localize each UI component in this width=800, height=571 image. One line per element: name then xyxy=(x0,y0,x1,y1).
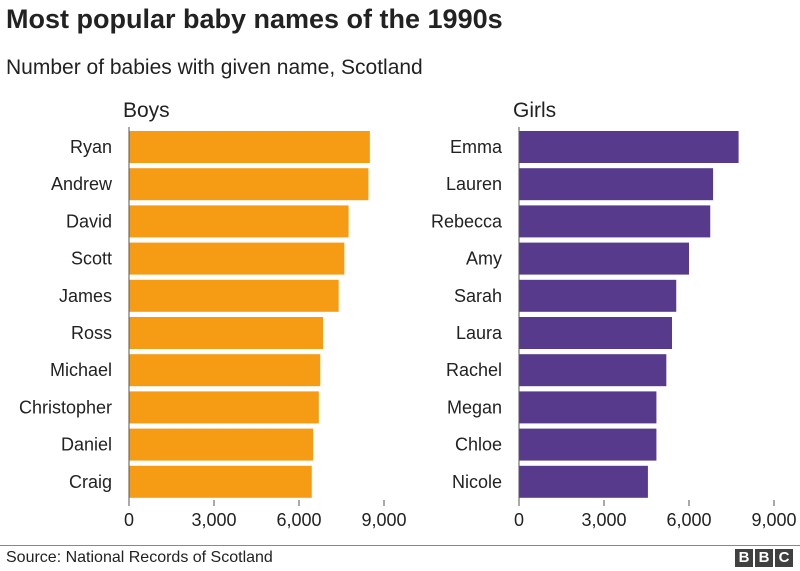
girls-bar-lauren xyxy=(519,168,714,201)
girls-tick-label: 6,000 xyxy=(666,510,711,530)
boys-category-label: James xyxy=(59,286,112,306)
boys-bar-ross xyxy=(129,317,324,349)
boys-bar-daniel xyxy=(129,428,314,461)
girls-category-label: Emma xyxy=(450,137,503,157)
logo-letter: B xyxy=(755,549,773,567)
girls-tick-label: 0 xyxy=(514,510,524,530)
boys-tick-label: 9,000 xyxy=(361,510,406,530)
girls-tick-label: 9,000 xyxy=(751,510,796,530)
girls-bar-rachel xyxy=(519,354,667,387)
footer-divider xyxy=(0,545,800,546)
girls-bar-sarah xyxy=(519,279,677,312)
boys-bar-ryan xyxy=(129,131,370,163)
girls-category-label: Rebecca xyxy=(431,211,503,231)
boys-category-label: Michael xyxy=(50,360,112,380)
boys-bar-david xyxy=(129,205,349,238)
logo-letter: B xyxy=(735,549,753,567)
boys-category-label: Daniel xyxy=(61,435,112,455)
boys-category-label: Scott xyxy=(71,249,112,269)
girls-bar-rebecca xyxy=(519,205,711,238)
boys-category-label: Christopher xyxy=(19,397,112,417)
boys-category-label: Ryan xyxy=(70,137,112,157)
boys-tick-label: 0 xyxy=(124,510,134,530)
girls-bar-emma xyxy=(519,131,739,163)
chart-subtitle: Number of babies with given name, Scotla… xyxy=(6,56,423,79)
girls-bar-amy xyxy=(519,242,689,275)
girls-category-label: Megan xyxy=(447,397,502,417)
girls-panel-title: Girls xyxy=(513,99,556,122)
girls-tick-label: 3,000 xyxy=(581,510,626,530)
girls-category-label: Nicole xyxy=(452,472,502,492)
boys-tick-label: 6,000 xyxy=(276,510,321,530)
source-note: Source: National Records of Scotland xyxy=(6,549,273,566)
boys-bar-scott xyxy=(129,242,345,275)
boys-panel-title: Boys xyxy=(123,99,170,122)
boys-category-label: Andrew xyxy=(51,174,113,194)
boys-bar-james xyxy=(129,279,339,312)
boys-bar-craig xyxy=(129,465,312,498)
boys-category-label: Craig xyxy=(69,472,112,492)
girls-bar-megan xyxy=(519,391,657,424)
girls-category-label: Chloe xyxy=(455,435,502,455)
boys-tick-label: 3,000 xyxy=(191,510,236,530)
boys-bar-michael xyxy=(129,354,321,387)
girls-bar-chloe xyxy=(519,428,657,461)
boys-category-label: David xyxy=(66,211,112,231)
boys-category-label: Ross xyxy=(71,323,112,343)
boys-bar-christopher xyxy=(129,391,319,424)
girls-category-label: Sarah xyxy=(454,286,502,306)
boys-bar-andrew xyxy=(129,168,369,201)
logo-letter: C xyxy=(775,549,793,567)
bbc-logo: B B C xyxy=(735,549,793,567)
girls-bar-laura xyxy=(519,317,672,349)
chart-title: Most popular baby names of the 1990s xyxy=(6,4,503,34)
girls-category-label: Laura xyxy=(456,323,503,343)
girls-category-label: Rachel xyxy=(446,360,502,380)
girls-category-label: Amy xyxy=(466,249,502,269)
girls-category-label: Lauren xyxy=(446,174,502,194)
girls-bar-nicole xyxy=(519,465,648,498)
